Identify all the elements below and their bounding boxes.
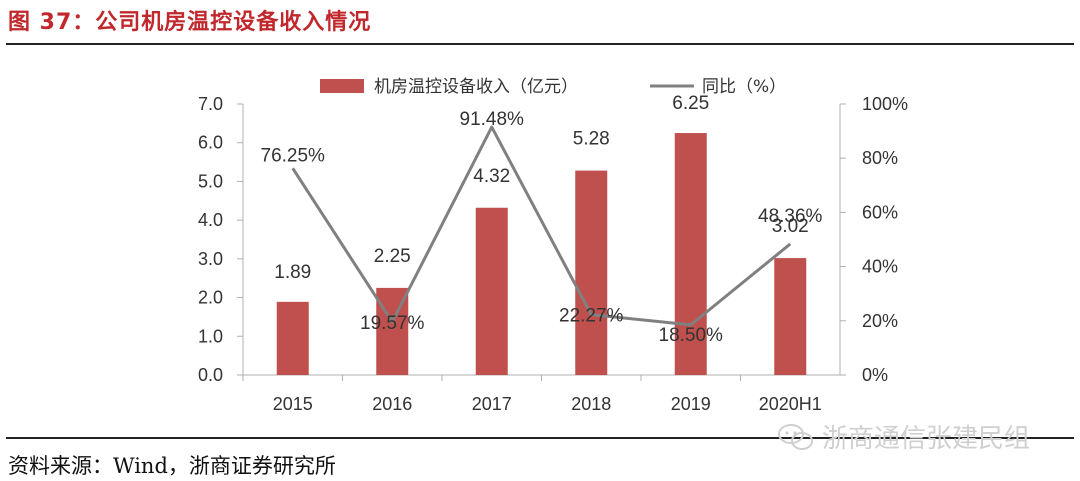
bar <box>475 207 508 375</box>
yoy-line-path <box>291 125 792 327</box>
left-tick-label: 4.0 <box>198 210 223 230</box>
line-value-label: 22.27% <box>559 306 624 327</box>
wechat-icon <box>778 423 813 450</box>
bar-value-label: 4.32 <box>473 166 510 187</box>
bar <box>575 170 608 375</box>
right-tick-label: 40% <box>862 257 898 277</box>
watermark-text: 浙商通信张建民组 <box>822 424 1031 454</box>
x-tick-label: 2020H1 <box>759 394 822 414</box>
x-tick-label: 2015 <box>273 394 313 414</box>
data-labels: 1.89 2.25 4.32 5.28 6.25 3.02 76.25% 19.57% 91.4… <box>261 93 823 346</box>
source-note: 资料来源：Wind，浙商证券研究所 <box>8 454 336 478</box>
bar <box>674 133 707 375</box>
yoy-line <box>291 125 792 327</box>
bar-value-label: 3.02 <box>772 216 809 237</box>
figure-title: 图 37：公司机房温控设备收入情况 <box>8 10 372 35</box>
bar <box>276 301 309 375</box>
bar-value-label: 1.89 <box>274 262 311 283</box>
x-tick-label: 2018 <box>571 394 611 414</box>
left-tick-label: 0.0 <box>198 365 223 385</box>
bars <box>276 133 807 375</box>
left-tick-label: 1.0 <box>198 326 223 346</box>
left-tick-label: 2.0 <box>198 288 223 308</box>
x-tick-label: 2017 <box>472 394 512 414</box>
right-tick-label: 60% <box>862 202 898 222</box>
bar <box>774 258 807 375</box>
watermark: 浙商通信张建民组 <box>776 418 1030 455</box>
line-value-label: 48.36% <box>758 206 823 227</box>
legend-line-label: 同比（%） <box>702 77 786 97</box>
bar-value-label: 2.25 <box>374 246 411 267</box>
top-rule <box>6 43 1074 45</box>
bottom-rule <box>6 437 1074 439</box>
legend: 机房温控设备收入（亿元） 同比（%） <box>320 77 786 97</box>
x-tick-label: 2019 <box>671 394 711 414</box>
left-tick-label: 5.0 <box>198 171 223 191</box>
line-value-label: 91.48% <box>460 109 525 130</box>
left-tick-label: 6.0 <box>198 133 223 153</box>
line-value-label: 19.57% <box>360 313 425 334</box>
legend-bar-swatch <box>320 79 364 93</box>
x-tick-label: 2016 <box>372 394 412 414</box>
line-value-label: 76.25% <box>261 145 326 166</box>
bar-value-label: 6.25 <box>672 93 709 114</box>
left-tick-label: 3.0 <box>198 249 223 269</box>
right-tick-label: 80% <box>862 148 898 168</box>
axes: 0.0 1.0 2.0 3.0 4.0 5.0 6.0 7.0 0% 20% 40% 60% 80% 10… <box>198 94 908 414</box>
right-tick-label: 100% <box>862 94 908 114</box>
combo-chart: 机房温控设备收入（亿元） 同比（%） 0.0 1.0 2.0 3.0 4.0 5.0 6.0… <box>198 77 908 414</box>
left-tick-label: 7.0 <box>198 94 223 114</box>
legend-bar-label: 机房温控设备收入（亿元） <box>374 77 578 97</box>
bar-value-label: 5.28 <box>573 129 610 150</box>
line-value-label: 18.50% <box>659 325 724 346</box>
right-tick-label: 20% <box>862 311 898 331</box>
right-tick-label: 0% <box>862 365 888 385</box>
